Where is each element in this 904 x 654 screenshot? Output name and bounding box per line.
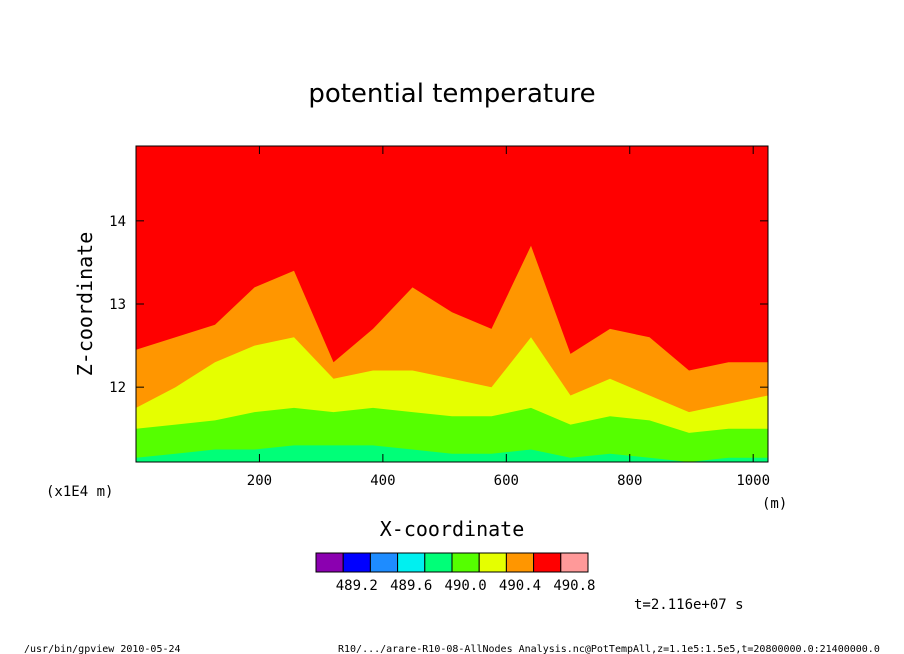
x-tick-label: 800 xyxy=(617,473,642,489)
colorbar-swatch xyxy=(342,552,371,573)
chart-title: potential temperature xyxy=(308,79,595,109)
colorbar-label: 489.6 xyxy=(390,578,432,594)
colorbar-swatch xyxy=(397,552,426,573)
colorbar-labels: 489.2 489.6 490.0 490.4 490.8 xyxy=(336,578,596,594)
colorbar-swatch xyxy=(451,552,480,573)
x-axis-label: X-coordinate xyxy=(380,517,525,541)
temperature-field xyxy=(136,146,768,462)
y-axis-label: Z-coordinate xyxy=(73,232,97,377)
colorbar-swatch xyxy=(478,552,507,573)
x-unit-label: (m) xyxy=(762,496,787,512)
x-tick-label: 600 xyxy=(494,473,519,489)
x-axis-ticks: 200 400 600 800 1000 xyxy=(247,146,770,489)
footer-right: R10/.../arare-R10-08-AllNodes_Analysis.n… xyxy=(338,644,880,654)
colorbar-label: 490.4 xyxy=(499,578,541,594)
y-tick-label: 12 xyxy=(109,380,126,396)
field-layer-489-8 xyxy=(136,445,768,462)
colorbar-swatch xyxy=(315,552,344,573)
y-axis-ticks: 12 13 14 xyxy=(109,214,768,396)
colorbar-swatch xyxy=(369,552,399,573)
y-tick-label: 14 xyxy=(109,214,126,230)
colorbar-label: 490.8 xyxy=(553,578,595,594)
colorbar xyxy=(315,552,589,573)
colorbar-swatch xyxy=(560,552,589,573)
colorbar-label: 490.0 xyxy=(445,578,487,594)
time-label: t=2.116e+07 s xyxy=(634,597,744,613)
x-tick-label: 1000 xyxy=(736,473,770,489)
colorbar-swatch xyxy=(505,552,535,573)
y-unit-label: (x1E4 m) xyxy=(46,484,113,500)
colorbar-swatch xyxy=(424,552,453,573)
colorbar-label: 489.2 xyxy=(336,578,378,594)
colorbar-swatch xyxy=(533,552,562,573)
x-tick-label: 200 xyxy=(247,473,272,489)
footer-left: /usr/bin/gpview 2010-05-24 xyxy=(24,644,181,654)
y-tick-label: 13 xyxy=(109,297,126,313)
x-tick-label: 400 xyxy=(370,473,395,489)
